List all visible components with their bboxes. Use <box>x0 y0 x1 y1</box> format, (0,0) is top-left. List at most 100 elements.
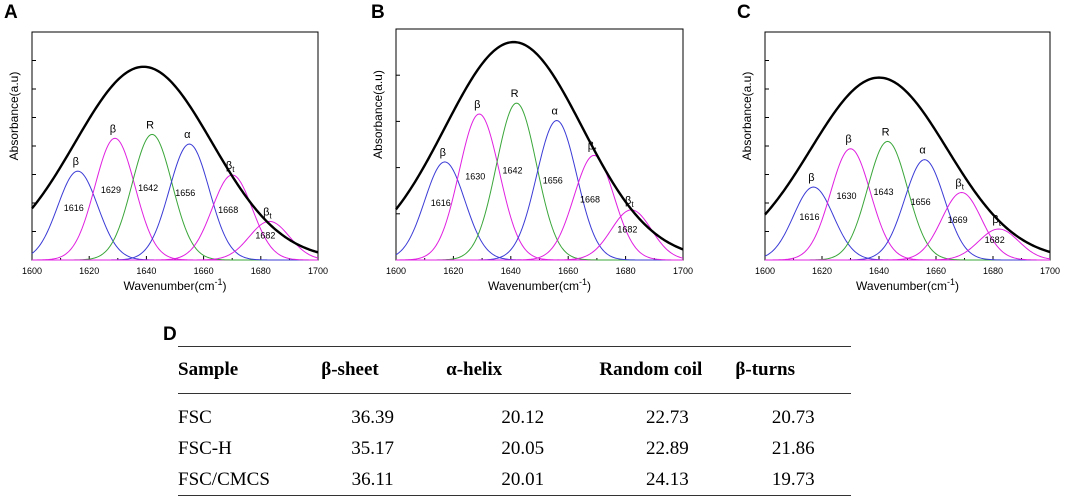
y-axis-label: Absorbance(a.u) <box>371 70 385 159</box>
peak-number-label: 1682 <box>617 224 637 234</box>
table-row: FSC-H 35.17 20.05 22.89 21.86 <box>178 433 851 464</box>
peak-number-label: 1643 <box>874 187 894 197</box>
peak-symbol-label: βt <box>263 206 272 220</box>
table-cell: 22.73 <box>646 406 689 428</box>
x-tick-label: 1620 <box>79 266 99 276</box>
plot-frame <box>31 31 319 261</box>
table-header-row: Sample β-sheet α-helix Random coil β-tur… <box>178 346 851 394</box>
x-tick-label: 1700 <box>1040 266 1060 276</box>
peak-number-label: 1656 <box>911 197 931 207</box>
peak-number-label: 1616 <box>799 212 819 222</box>
peak-curve <box>396 102 683 261</box>
ftir-chart-a: 1600 1620 1640 1660 1680 1700 Wavenumber(cm-1)… <box>7 31 328 293</box>
peak-number-label: 1616 <box>431 198 451 208</box>
peak-symbol-label: β <box>845 134 851 146</box>
peak-number-label: 1682 <box>255 231 275 241</box>
ftir-chart-c: 1600 1620 1640 1660 1680 1700 Wavenumber(cm-1)… <box>740 31 1060 293</box>
peak-number-label: 1616 <box>64 203 84 213</box>
peak-symbol-label: β <box>73 156 79 168</box>
header-beta-sheet: β-sheet <box>299 346 447 394</box>
table-cell: 20.01 <box>446 464 600 496</box>
peak-symbol-label: R <box>146 119 154 131</box>
x-tick-label: 1600 <box>755 266 775 276</box>
x-axis-label: Wavenumber(cm-1) <box>488 277 591 293</box>
table-cell: 22.89 <box>646 437 689 459</box>
table-cell: 19.73 <box>735 464 851 496</box>
secondary-structure-table: Sample β-sheet α-helix Random coil β-tur… <box>178 346 851 496</box>
table-cell: 35.17 <box>351 437 395 459</box>
envelope-curve <box>31 65 319 254</box>
x-tick-label: 1680 <box>616 266 636 276</box>
x-axis-label: Wavenumber(cm-1) <box>856 277 959 293</box>
y-axis-label: Absorbance(a.u) <box>740 72 754 161</box>
panel-label-a: A <box>4 2 18 23</box>
peak-number-label: 1642 <box>138 183 158 193</box>
peak-symbol-label: β <box>474 99 480 111</box>
plot-frame <box>764 31 1051 261</box>
plot-frame <box>395 28 684 261</box>
panel-label-c: C <box>737 2 751 23</box>
peak-curve <box>765 140 1050 261</box>
peak-number-label: 1669 <box>948 215 968 225</box>
peak-symbol-label: α <box>184 129 191 141</box>
y-axis-label: Absorbance(a.u) <box>7 72 21 161</box>
peak-curve <box>396 209 684 261</box>
peak-symbol-label: R <box>511 88 519 100</box>
x-tick-label: 1640 <box>869 266 889 276</box>
x-tick-label: 1640 <box>501 266 521 276</box>
x-tick-label: 1660 <box>194 266 214 276</box>
table-row: FSC/CMCS 36.11 20.01 24.13 19.73 <box>178 464 851 496</box>
x-tick-label: 1640 <box>136 266 156 276</box>
peak-symbol-label: α <box>919 145 926 157</box>
peak-symbol-label: βt <box>955 178 964 192</box>
peak-symbol-label: R <box>882 126 890 138</box>
panel-label-b: B <box>371 2 385 23</box>
x-tick-label: 1660 <box>926 266 946 276</box>
peak-symbol-label: α <box>552 106 559 118</box>
peak-curve <box>395 113 683 261</box>
x-tick-label: 1620 <box>812 266 832 276</box>
x-tick-label: 1620 <box>443 266 463 276</box>
peak-symbol-label: β <box>440 147 446 159</box>
table-row: FSC 36.39 20.12 22.73 20.73 <box>178 394 851 434</box>
peak-number-label: 1656 <box>543 175 563 185</box>
envelope-curve <box>395 40 684 251</box>
x-axis-label: Wavenumber(cm-1) <box>124 277 227 293</box>
table-cell: 24.13 <box>599 464 736 496</box>
peak-symbol-label: βt <box>226 160 235 174</box>
ftir-chart-b: 1600 1620 1640 1660 1680 1700 Wavenumber(cm-1)… <box>371 28 693 293</box>
peak-curve <box>396 120 683 261</box>
table-cell: 20.73 <box>771 406 815 428</box>
envelope-curve <box>764 76 1051 254</box>
panel-label-d: D <box>163 324 177 345</box>
header-random-coil: Random coil <box>599 346 736 394</box>
x-tick-label: 1660 <box>558 266 578 276</box>
table-cell: 21.86 <box>771 437 815 459</box>
peak-curve <box>32 220 319 261</box>
table-cell: FSC <box>178 406 212 428</box>
table-cell: FSC-H <box>178 437 232 459</box>
peak-curve <box>764 148 1050 261</box>
table-cell: 20.12 <box>501 406 545 428</box>
table-cell: 36.11 <box>299 464 447 496</box>
table-cell: 20.05 <box>501 437 545 459</box>
peak-number-label: 1668 <box>580 194 600 204</box>
table-cell: 36.39 <box>351 406 395 428</box>
peak-symbol-label: β <box>110 123 116 135</box>
peak-number-label: 1682 <box>985 235 1005 245</box>
x-tick-label: 1700 <box>308 266 328 276</box>
peak-number-label: 1656 <box>175 188 195 198</box>
peak-curve <box>765 192 1051 261</box>
peak-number-label: 1630 <box>465 172 485 182</box>
peak-curve <box>31 170 318 261</box>
peak-number-label: 1630 <box>836 191 856 201</box>
peak-curve <box>765 228 1051 261</box>
peak-number-label: 1629 <box>101 185 121 195</box>
x-tick-label: 1600 <box>386 266 406 276</box>
x-tick-label: 1680 <box>983 266 1003 276</box>
peak-number-label: 1668 <box>218 205 238 215</box>
peak-symbol-label: βt <box>625 195 634 209</box>
x-tick-label: 1600 <box>22 266 42 276</box>
header-alpha-helix: α-helix <box>446 346 600 394</box>
peak-symbol-label: β <box>808 172 814 184</box>
